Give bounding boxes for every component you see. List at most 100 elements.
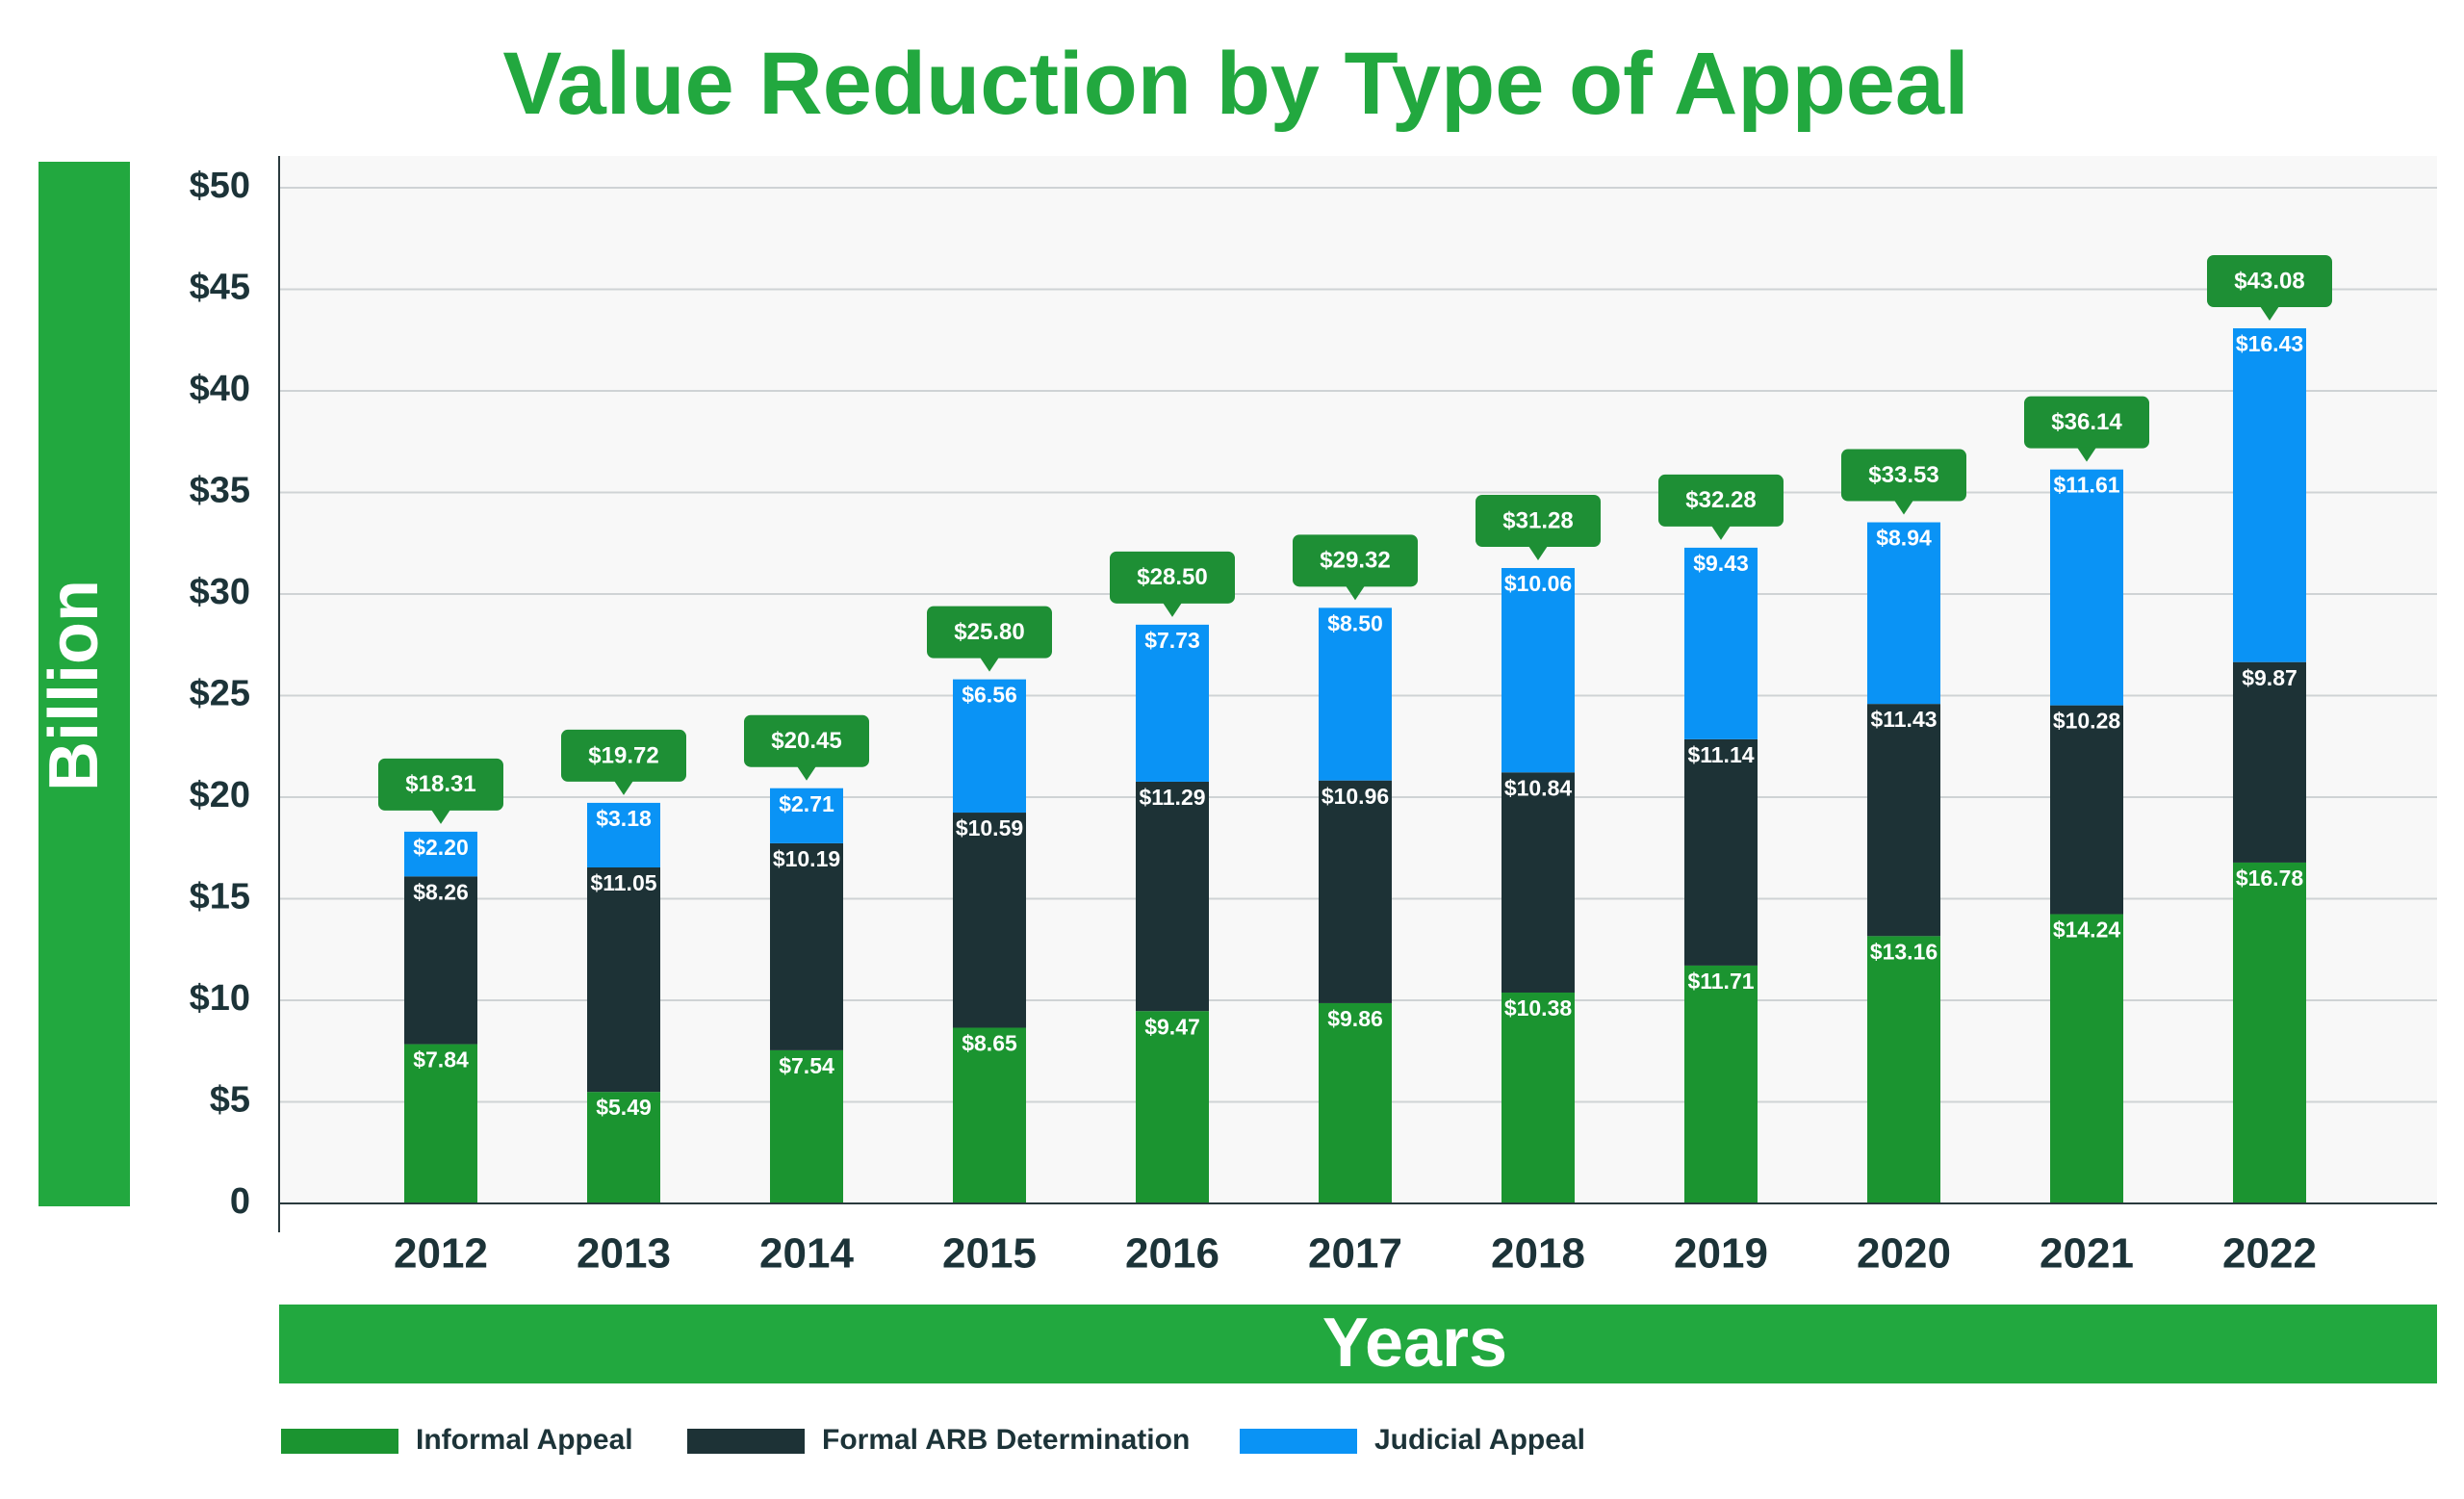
x-tick-label: 2016 [1125,1230,1219,1278]
total-callout-box [927,606,1052,659]
bar-segment [1319,607,1392,781]
legend-label: Judicial Appeal [1374,1424,1585,1456]
total-label: $43.08 [2234,268,2304,294]
bar-segment [1502,567,1575,773]
legend-swatch [687,1429,805,1454]
x-tick-label: 2014 [759,1230,854,1278]
bar-segment [404,876,477,1045]
chart-title: Value Reduction by Type of Appeal [502,35,1968,133]
bar-segment [587,802,660,868]
bar-segment [953,1027,1026,1203]
bar-segment [2233,862,2306,1203]
bar-segment [953,679,1026,814]
total-callout-box [378,758,503,811]
bar-segment [2050,705,2123,915]
y-axis-title: Billion [36,580,113,791]
segment-label: $10.28 [2053,709,2121,734]
segment-label: $8.50 [1327,610,1383,635]
segment-label: $16.78 [2236,866,2304,891]
total-label: $36.14 [2051,409,2122,435]
x-axis-title: Years [1322,1305,1507,1382]
y-axis-ticks: 0 $5 $10 $15 $20 $25 $30 $35 $40 $45 $50 [190,166,250,1222]
segment-label: $10.84 [1504,775,1573,800]
total-label: $19.72 [588,742,658,768]
bar-segment [770,1049,843,1203]
x-tick-label: 2013 [577,1230,671,1278]
bar-segment [1502,992,1575,1203]
y-axis-title-band [38,162,130,1206]
segment-label: $6.56 [962,683,1017,708]
total-callout-pointer [2077,447,2096,462]
bar-segment [587,867,660,1093]
bar-segment [1136,1011,1209,1203]
bar-segment [587,1092,660,1203]
x-tick-label: 2021 [2040,1230,2134,1278]
segment-labels: $7.84 $8.26 $2.20 $5.49 $11.05 $3.18 $7.54 $10.… [413,331,2303,1120]
x-tick-label: 2020 [1857,1230,1951,1278]
total-callout-pointer [1346,585,1365,601]
bar-segment [2050,914,2123,1203]
total-callout-pointer [1711,525,1731,540]
bar-segment [1136,781,1209,1012]
segment-label: $8.65 [962,1031,1017,1056]
segment-label: $7.84 [413,1047,469,1073]
total-callout-pointer [2260,306,2279,322]
bar-segment [2233,328,2306,662]
x-tick-label: 2018 [1491,1230,1585,1278]
bar-segment [1867,936,1940,1203]
y-tick-label: $20 [190,775,250,815]
y-tick-label: $5 [210,1080,250,1121]
x-axis-ticks: 2012 2013 2014 2015 2016 2017 2018 2019 2020 2021… [394,1230,2317,1278]
bar-segment [1867,704,1940,937]
y-tick-label: 0 [230,1181,250,1222]
segment-label: $10.06 [1504,571,1572,596]
y-tick-label: $35 [190,471,250,511]
total-callout-pointer [797,765,816,781]
segment-label: $10.59 [956,815,1023,840]
bar-segment [1319,1002,1392,1203]
total-callout-box [1658,474,1784,527]
segment-label: $3.18 [596,806,652,831]
legend-swatch [1240,1429,1357,1454]
x-tick-label: 2015 [942,1230,1037,1278]
bar-segment [770,842,843,1050]
segment-label: $13.16 [1870,939,1938,964]
bar-segment [2233,661,2306,863]
segment-label: $7.73 [1144,628,1200,653]
y-tick-label: $15 [190,877,250,917]
total-label: $29.32 [1320,548,1390,574]
total-callout-box [1110,551,1235,604]
x-tick-label: 2022 [2222,1230,2317,1278]
bar-segment [953,813,1026,1028]
x-tick-label: 2019 [1674,1230,1768,1278]
y-tick-label: $25 [190,674,250,714]
bar-segment [1319,780,1392,1003]
x-tick-label: 2012 [394,1230,488,1278]
segment-label: $11.29 [1139,785,1205,810]
bar-segment [2050,469,2123,706]
total-callout-box [561,729,686,782]
bar-segment [1684,738,1758,966]
total-label: $32.28 [1685,487,1756,513]
segment-label: $11.71 [1687,969,1754,994]
segment-label: $10.38 [1504,995,1573,1021]
x-axis-title-band [279,1305,2437,1383]
segment-label: $9.43 [1693,551,1749,576]
segment-label: $2.20 [413,835,469,860]
bar-segment [404,831,477,877]
legend-label: Formal ARB Determination [822,1424,1190,1456]
segment-label: $8.94 [1876,526,1932,551]
total-label: $20.45 [771,728,841,754]
segment-label: $9.87 [2242,665,2297,690]
x-tick-label: 2017 [1308,1230,1402,1278]
total-callout-box [744,714,869,767]
total-callout-box [1841,449,1966,502]
segment-label: $9.86 [1327,1006,1383,1031]
bar-segment [404,1044,477,1203]
total-callout-pointer [431,809,450,824]
total-label: $31.28 [1502,507,1573,533]
y-tick-label: $30 [190,572,250,612]
segment-label: $8.26 [413,879,469,904]
segment-label: $11.43 [1870,707,1937,732]
